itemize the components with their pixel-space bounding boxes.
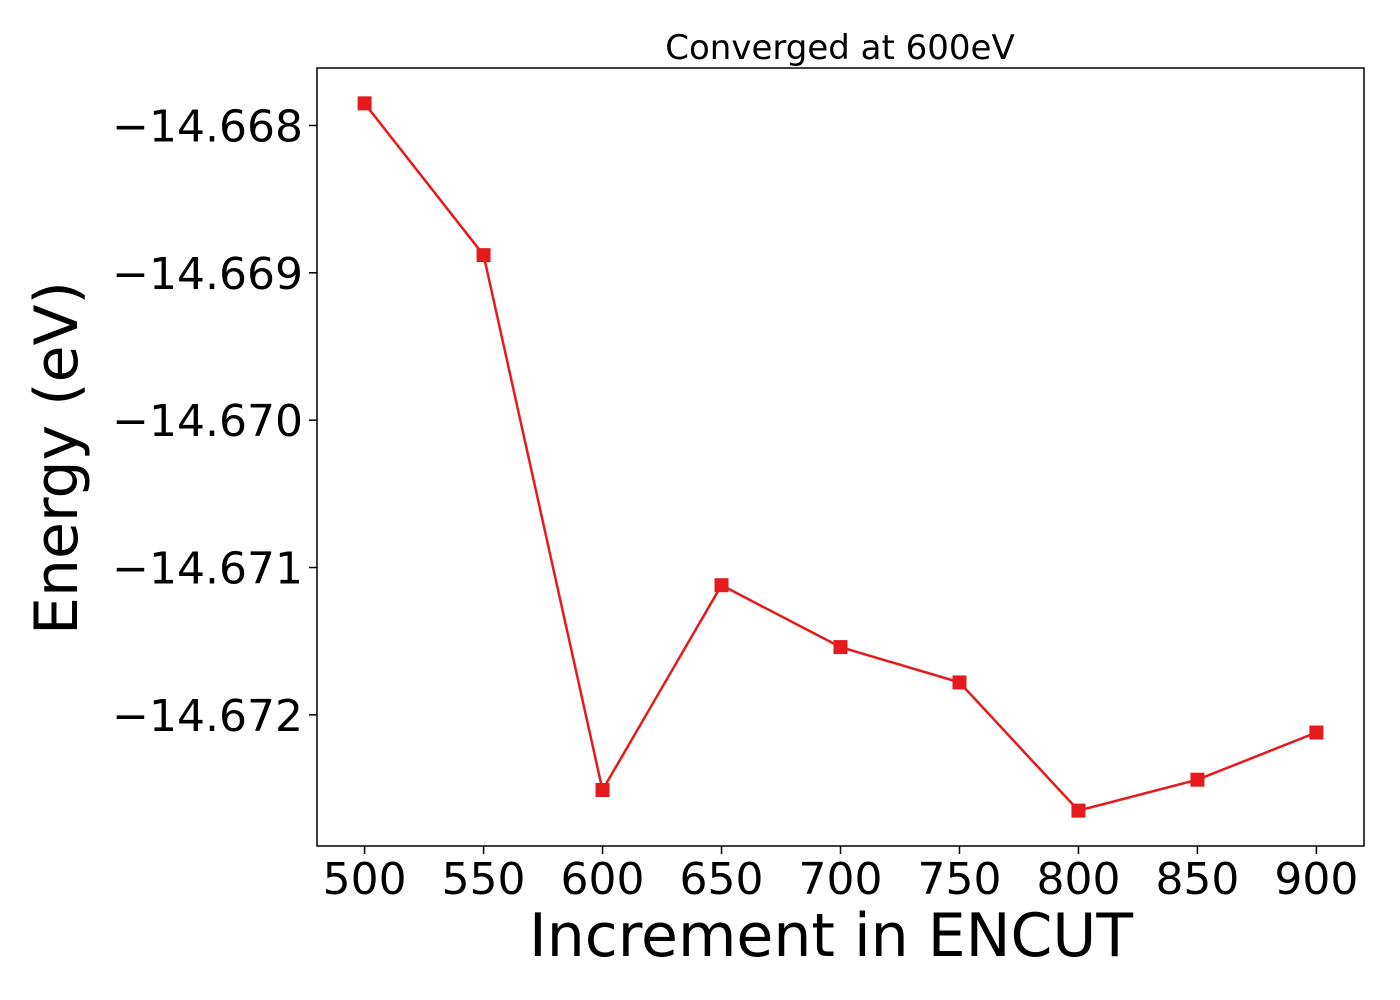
x-tick-label: 850 [1155,854,1239,905]
x-tick-label: 900 [1274,854,1358,905]
data-point-marker [952,675,967,690]
x-tick-label: 750 [917,854,1001,905]
y-tick-label: −14.668 [112,101,303,152]
x-tick-label: 500 [323,854,407,905]
x-axis: 500 550 600 650 700 750 800 850 900 [323,846,1358,905]
x-tick-label: 650 [680,854,764,905]
x-axis-label: Increment in ENCUT [529,901,1133,971]
x-tick-label: 800 [1036,854,1120,905]
x-tick-label: 700 [799,854,883,905]
data-series [357,96,1324,818]
x-tick-label: 600 [561,854,645,905]
y-tick-label: −14.671 [112,544,303,595]
y-tick-label: −14.670 [112,396,303,447]
y-axis: −14.668 −14.669 −14.670 −14.671 −14.672 [112,101,317,742]
data-point-marker [1309,725,1324,740]
data-point-marker [476,248,491,263]
y-axis-label: Energy (eV) [22,281,92,635]
data-point-marker [595,783,610,798]
x-tick-label: 550 [442,854,526,905]
data-point-marker [833,640,848,655]
y-tick-label: −14.669 [112,249,303,300]
data-point-marker [1071,803,1086,818]
plot-area [316,67,1365,847]
chart-title: Converged at 600eV [665,28,1014,68]
data-point-marker [357,96,372,111]
y-tick-label: −14.672 [112,691,303,742]
data-point-marker [1190,772,1205,787]
data-point-marker [714,578,729,593]
